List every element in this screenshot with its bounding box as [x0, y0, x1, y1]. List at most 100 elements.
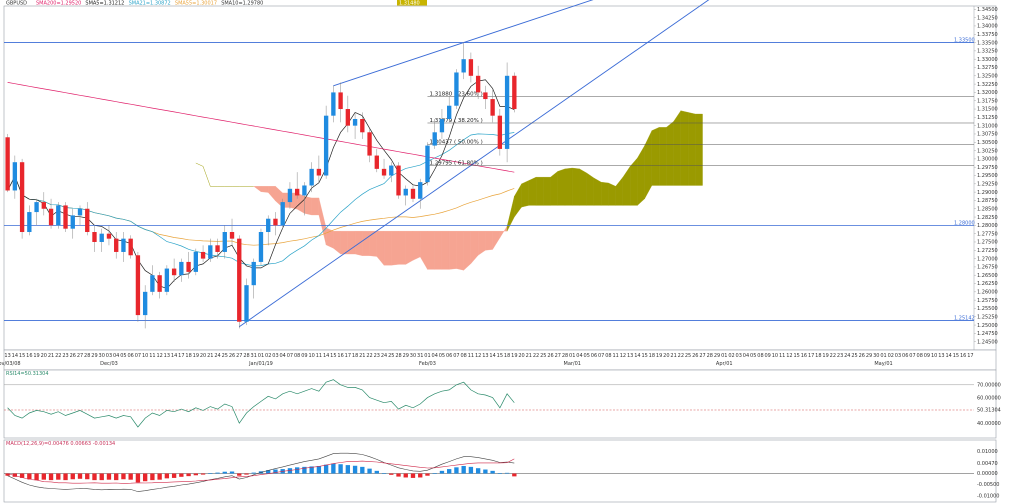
chart-header: GBPUSD SMA200=1.29520 SMA5=1.31212 SMA21=1… — [6, 0, 427, 7]
cloud-segment — [405, 231, 414, 265]
date-tick-label: 15 — [793, 353, 799, 359]
rsi-tick-label: 60.00000 — [977, 395, 1001, 401]
date-tick-label: 11 — [612, 353, 618, 359]
macd-hist-bar — [295, 467, 300, 474]
macd-hist-bar — [309, 466, 314, 474]
macd-hist-bar — [215, 472, 220, 474]
candle-body — [468, 59, 474, 76]
cloud-segment — [463, 231, 472, 271]
macd-hist-bar — [504, 472, 510, 474]
sma5-line — [7, 79, 515, 289]
cloud-segment — [528, 176, 537, 206]
candle-body — [432, 132, 437, 146]
cloud-segment — [485, 231, 493, 251]
candle-body — [215, 245, 220, 252]
upper-trend-line — [333, 0, 594, 87]
macd-hist-bar — [142, 473, 148, 482]
cloud-segment — [543, 177, 551, 206]
cloud-segment — [412, 231, 421, 261]
fib-label: 1.31079 ( 38.20% ) — [429, 118, 482, 124]
date-tick-label: 27 — [236, 353, 242, 359]
macd-hist-bar — [77, 473, 83, 479]
macd-signal-line — [7, 458, 515, 484]
macd-hist-bar — [302, 466, 307, 474]
date-tick-label: 21 — [207, 353, 213, 359]
date-tick-label: 20 — [663, 353, 669, 359]
cloud-segment — [340, 231, 348, 255]
month-label: Apr/01 — [716, 361, 733, 367]
macd-hist-bar — [367, 468, 372, 474]
date-tick-label: 04 — [113, 353, 119, 359]
macd-hist-bar — [41, 473, 46, 480]
date-tick-label: 24 — [214, 353, 220, 359]
candle-body — [142, 291, 148, 316]
macd-hist-bar — [345, 465, 351, 474]
macd-hist-bar — [92, 473, 97, 481]
price-tick-label: 1.32250 — [977, 82, 998, 88]
date-tick-label: 16 — [26, 353, 32, 359]
candle-body — [5, 137, 10, 191]
date-tick-label: 29 — [403, 353, 409, 359]
candle-body — [222, 232, 227, 252]
date-tick-label: 16 — [337, 353, 343, 359]
macd-hist-bar — [164, 473, 170, 479]
cloud-segment — [391, 231, 399, 266]
macd-hist-bar — [323, 464, 329, 474]
candle-body — [164, 268, 170, 292]
rsi-indicator: 70.00000 60.00000 50.31304 40.00000 — [4, 379, 1001, 428]
date-tick-label: 14 — [634, 353, 640, 359]
date-tick-label: 13 — [482, 353, 488, 359]
macd-hist-bar — [63, 473, 68, 481]
candle-body — [85, 208, 90, 233]
macd-indicator: 0.01000 0.00470 0.00000 -0.00500 -0.01000 — [4, 449, 999, 499]
candle-body — [229, 232, 235, 239]
macd-hist-bar — [447, 469, 452, 474]
date-tick-label: 08 — [757, 353, 763, 359]
macd-hist-bar — [34, 473, 39, 481]
candle-body — [504, 75, 510, 149]
date-tick-label: 22 — [830, 353, 836, 359]
macd-label: MACD(12,26,9)=0.00476 0.00663 -0.00134 — [6, 441, 115, 447]
date-tick-label: 17 — [967, 353, 973, 359]
price-tick-label: 1.26000 — [977, 290, 998, 296]
cloud-segment — [572, 167, 580, 206]
last-price-badge-text: 1.31480 — [399, 1, 420, 7]
date-tick-label: 12 — [475, 353, 481, 359]
macd-hist-bar — [338, 464, 343, 474]
price-tick-label: 1.30500 — [977, 140, 998, 146]
date-tick-label: 16 — [960, 353, 966, 359]
cloud-segment — [666, 121, 674, 186]
candle-body — [48, 208, 54, 226]
cloud-segment — [449, 231, 457, 270]
candle-body — [70, 215, 75, 229]
macd-hist-bar — [244, 473, 249, 475]
date-tick-label: 02 — [728, 353, 734, 359]
date-tick-label: 20 — [41, 353, 47, 359]
macd-tick-label: -0.00500 — [977, 482, 999, 488]
indicator-legend-2: SMA21=1.30872 — [129, 1, 171, 7]
macd-hist-bar — [222, 471, 227, 474]
candle-body — [77, 208, 83, 216]
date-tick-label: 01 — [424, 353, 430, 359]
candle-body — [193, 251, 198, 272]
price-panel — [3, 5, 997, 351]
candle-body — [92, 232, 97, 242]
rsi-label: RSI14=50.31304 — [6, 371, 49, 377]
date-tick-label: 04 — [576, 353, 582, 359]
price-axis: 1.34500 1.34250 1.34000 1.33750 1.33500 1.332… — [974, 7, 998, 345]
candle-body — [454, 72, 459, 106]
candle-body — [497, 115, 503, 149]
macd-hist-bar — [114, 473, 119, 481]
cloud-segment — [383, 231, 392, 266]
date-tick-label: 16 — [801, 353, 807, 359]
macd-hist-bar — [157, 473, 162, 480]
date-tick-label: 14 — [489, 353, 495, 359]
price-tick-label: 1.27500 — [977, 240, 998, 246]
macd-hist-bar — [56, 473, 61, 480]
cloud-segment — [535, 177, 544, 206]
symbol-label: GBPUSD — [6, 1, 27, 7]
price-tick-label: 1.25750 — [977, 298, 998, 304]
price-tick-label: 1.29500 — [977, 173, 998, 179]
date-tick-label: 18 — [352, 353, 358, 359]
